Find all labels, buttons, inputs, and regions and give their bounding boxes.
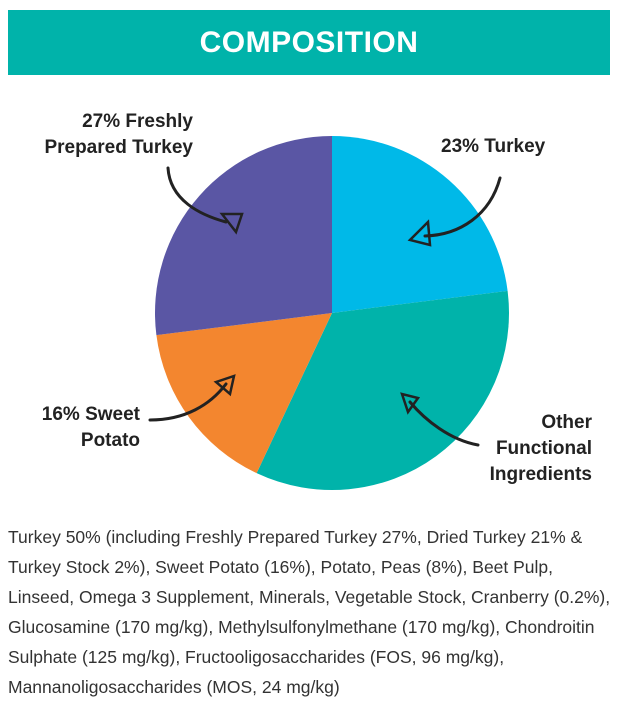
pie-slice — [256, 290, 510, 491]
pie-slice — [156, 313, 332, 474]
arrow — [148, 382, 228, 422]
pie-slice — [154, 136, 332, 336]
arrow — [408, 400, 480, 447]
arrowhead — [219, 212, 244, 235]
slice-label: 27% Freshly Prepared Turkey — [44, 111, 193, 158]
arrowhead — [407, 219, 432, 247]
slice-label: 23% Turkey — [441, 136, 546, 157]
arrowhead — [213, 374, 236, 397]
arrow — [166, 166, 228, 224]
title: COMPOSITION — [8, 10, 610, 75]
arrowhead — [400, 392, 421, 415]
slice-label: 16% Sweet Potato — [41, 404, 140, 451]
arrow — [423, 176, 502, 238]
slice-label: Other Functional Ingredients — [489, 412, 592, 485]
pie-slice — [332, 136, 508, 313]
ingredients-text: Turkey 50% (including Freshly Prepared T… — [8, 527, 611, 697]
arrows — [148, 166, 502, 447]
chart — [148, 136, 510, 491]
